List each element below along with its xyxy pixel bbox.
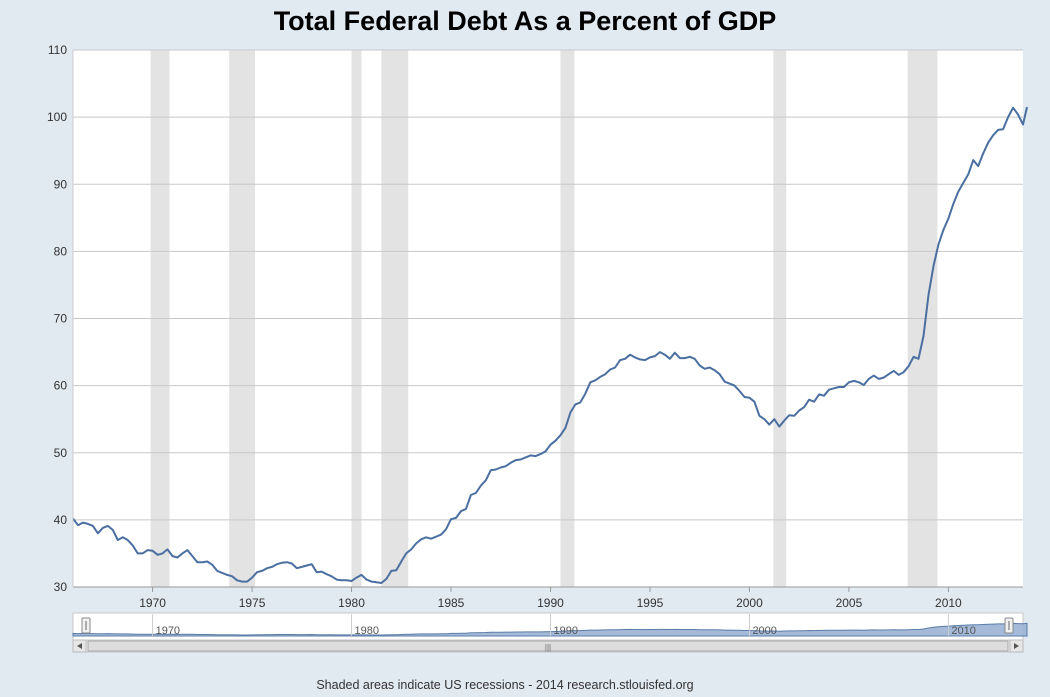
- footer-note: Shaded areas indicate US recessions - 20…: [316, 678, 694, 692]
- y-tick-label-90: 90: [54, 177, 68, 191]
- grid-lines: [73, 49, 1023, 521]
- x-tick-label-2005: 2005: [836, 596, 863, 610]
- y-tick-label-100: 100: [47, 110, 67, 124]
- x-tick-label-2000: 2000: [736, 596, 763, 610]
- navigator-series: 1970 1980 1990 2000 2010: [72, 614, 1028, 637]
- x-tick-label-1995: 1995: [637, 596, 664, 610]
- series-line-0: [72, 106, 1028, 584]
- y-tick-label-60: 60: [54, 379, 68, 393]
- series-layer: [72, 106, 1028, 584]
- x-tick-label-1970: 1970: [139, 596, 166, 610]
- navigator-label-1990: 1990: [553, 625, 577, 637]
- navigator-label-1970: 1970: [156, 625, 180, 637]
- scrollbar[interactable]: |||: [72, 639, 1024, 653]
- x-tick-label-1975: 1975: [239, 596, 266, 610]
- axes: 30 40 50 60 70 80 90 100 110 1970 1975 1980 1985 1990…: [47, 43, 1023, 610]
- navigator-area: [72, 622, 1028, 637]
- y-tick-label-50: 50: [54, 446, 68, 460]
- y-tick-label-40: 40: [54, 513, 68, 527]
- scrollbar-left-arrow-icon: [77, 643, 82, 649]
- navigator-label-2000: 2000: [752, 625, 776, 637]
- x-tick-label-1980: 1980: [338, 596, 365, 610]
- scrollbar-thumb[interactable]: [87, 640, 1009, 652]
- y-tick-label-30: 30: [54, 580, 68, 594]
- y-tick-label-70: 70: [54, 312, 68, 326]
- x-tick-label-1990: 1990: [537, 596, 564, 610]
- navigator-label-2010: 2010: [951, 625, 975, 637]
- y-tick-label-110: 110: [48, 43, 67, 57]
- chart-title: Total Federal Debt As a Percent of GDP: [273, 6, 777, 36]
- scrollbar-right-arrow-icon: [1014, 643, 1019, 649]
- navigator[interactable]: 1970 1980 1990 2000 2010: [72, 612, 1028, 641]
- navigator-label-1980: 1980: [355, 625, 379, 637]
- x-tick-label-1985: 1985: [438, 596, 465, 610]
- y-tick-label-80: 80: [54, 244, 68, 258]
- scrollbar-grip: |||: [545, 643, 551, 652]
- x-tick-label-2010: 2010: [935, 596, 962, 610]
